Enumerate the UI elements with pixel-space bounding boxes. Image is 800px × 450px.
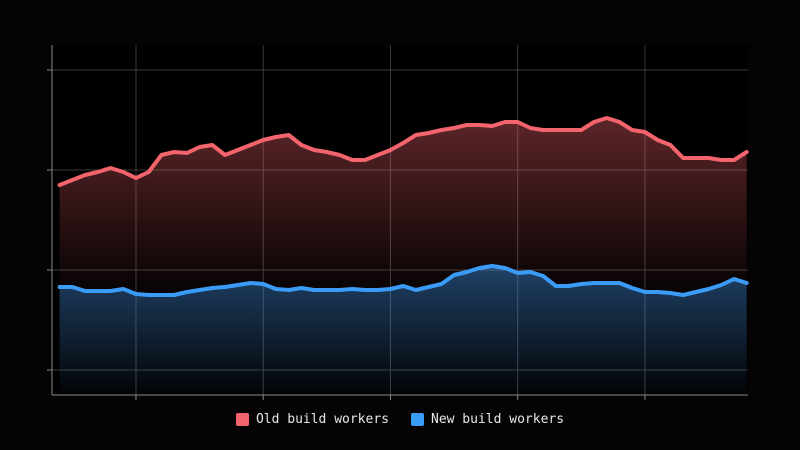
legend-swatch [411,413,424,426]
series-line [57,116,749,187]
legend-label: Old build workers [255,412,389,427]
legend-item[interactable]: Old build workers [235,412,389,427]
area-fill [59,266,747,395]
legend: Old build workers New build workers [0,412,800,427]
legend-item[interactable]: New build workers [411,412,564,427]
legend-label: New build workers [431,412,565,427]
series-line [57,264,749,297]
legend-swatch [235,413,249,426]
